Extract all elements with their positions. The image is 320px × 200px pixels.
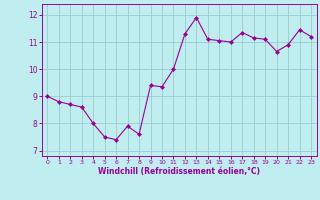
X-axis label: Windchill (Refroidissement éolien,°C): Windchill (Refroidissement éolien,°C) — [98, 167, 260, 176]
